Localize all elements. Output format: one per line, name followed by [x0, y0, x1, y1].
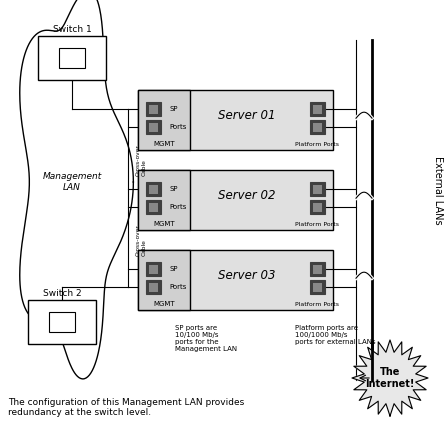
Text: Platform ports are
100/1000 Mb/s
ports for external LANs: Platform ports are 100/1000 Mb/s ports f…	[295, 325, 376, 345]
Text: Server 02: Server 02	[218, 189, 276, 202]
Text: External LANs: External LANs	[433, 156, 443, 224]
Bar	[313, 264, 322, 274]
Text: Ports: Ports	[169, 124, 186, 130]
Text: SP ports are
10/100 Mb/s
ports for the
Management LAN: SP ports are 10/100 Mb/s ports for the M…	[175, 325, 237, 352]
Bar	[313, 105, 322, 114]
Text: Cross-over
Cable: Cross-over Cable	[136, 144, 147, 176]
Text: Platform Ports: Platform Ports	[296, 142, 339, 147]
Text: Platform Ports: Platform Ports	[296, 221, 339, 227]
Bar	[146, 280, 161, 294]
Bar	[149, 184, 158, 194]
Bar	[149, 105, 158, 114]
Bar	[146, 182, 161, 196]
Bar	[138, 250, 333, 310]
Bar	[28, 300, 96, 344]
Bar	[313, 282, 322, 292]
Text: Server 01: Server 01	[218, 109, 276, 122]
Text: Ports: Ports	[169, 204, 186, 210]
Text: SP: SP	[169, 106, 178, 112]
Text: MGMT: MGMT	[153, 221, 175, 227]
Bar	[138, 90, 190, 150]
Bar	[146, 120, 161, 134]
Bar	[310, 182, 325, 196]
Text: MGMT: MGMT	[153, 141, 175, 147]
Text: SP: SP	[169, 186, 178, 192]
Bar	[310, 102, 325, 117]
Text: Cross-over
Cable: Cross-over Cable	[136, 224, 147, 256]
Bar	[59, 48, 85, 68]
Bar	[138, 170, 333, 230]
Polygon shape	[20, 0, 133, 379]
Text: Platform Ports: Platform Ports	[296, 301, 339, 307]
Bar	[310, 200, 325, 214]
Bar	[310, 262, 325, 276]
Text: Switch 2: Switch 2	[43, 289, 81, 298]
Text: Management
LAN: Management LAN	[42, 172, 102, 192]
Bar	[138, 250, 190, 310]
Bar	[313, 122, 322, 132]
Bar	[149, 282, 158, 292]
Text: SP: SP	[169, 266, 178, 272]
Bar	[313, 202, 322, 212]
Bar	[138, 170, 190, 230]
Bar	[146, 262, 161, 276]
Bar	[146, 102, 161, 117]
Text: Ports: Ports	[169, 284, 186, 290]
Bar	[138, 90, 333, 150]
Bar	[149, 264, 158, 274]
Bar	[149, 122, 158, 132]
Polygon shape	[352, 340, 428, 416]
Bar	[313, 184, 322, 194]
Bar	[49, 312, 75, 332]
Bar	[310, 280, 325, 294]
Bar	[149, 202, 158, 212]
Text: Switch 1: Switch 1	[53, 25, 91, 34]
Text: Server 03: Server 03	[218, 269, 276, 282]
Bar	[38, 36, 106, 80]
Text: MGMT: MGMT	[153, 301, 175, 307]
Text: The configuration of this Management LAN provides
redundancy at the switch level: The configuration of this Management LAN…	[8, 398, 244, 418]
Bar	[146, 200, 161, 214]
Bar	[310, 120, 325, 134]
Text: The
Internet!: The Internet!	[365, 367, 415, 389]
